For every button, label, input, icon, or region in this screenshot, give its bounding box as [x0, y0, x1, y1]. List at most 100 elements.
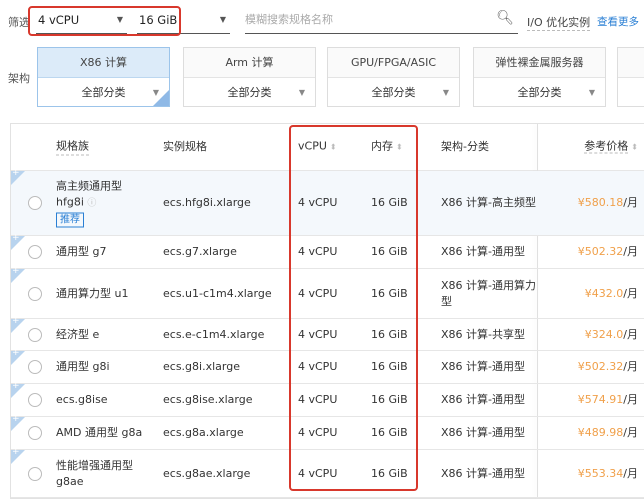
- sort-icon[interactable]: ⬍: [631, 142, 638, 152]
- family-cell: AMD 通用型 g8a: [56, 425, 142, 441]
- arch-card-baremetal[interactable]: 弹性裸金属服务器 全部分类 ▼: [473, 47, 606, 107]
- table-row[interactable]: + ecs.g8ise ecs.g8ise.xlarge 4 vCPU 16 GiB X8…: [11, 381, 644, 417]
- arch-category-select[interactable]: 全部分类 ▼: [38, 78, 169, 107]
- expand-corner-icon[interactable]: [11, 171, 25, 185]
- arch-text: X86 计算-通用型: [441, 466, 525, 480]
- header-memory-label: 内存: [371, 139, 393, 153]
- table-row[interactable]: + 高主频通用型 hfg8i ⓘ 推荐 ecs.hfg8i.xlarge 4 vCPU 16…: [11, 168, 644, 236]
- highlight-box: [28, 6, 181, 36]
- header-price[interactable]: 参考价格 ⬍: [584, 139, 638, 156]
- price-cell: ¥502.32/月: [578, 244, 638, 260]
- table-row[interactable]: + AMD 通用型 g8a ecs.g8a.xlarge 4 vCPU 16 GiB X8…: [11, 414, 644, 450]
- arch-card-arm[interactable]: Arm 计算 全部分类 ▼: [183, 47, 316, 107]
- price-cell: ¥489.98/月: [578, 425, 638, 441]
- price-unit: /月: [623, 360, 638, 373]
- memory-cell: 16 GiB: [371, 286, 408, 300]
- vcpu-cell: 4 vCPU: [298, 286, 338, 300]
- expand-corner-icon[interactable]: [11, 236, 25, 250]
- vcpu-select[interactable]: 4 vCPU ▼: [36, 10, 127, 34]
- row-radio[interactable]: [28, 426, 42, 440]
- plus-icon: +: [12, 348, 20, 358]
- header-vcpu[interactable]: vCPU ⬍: [298, 139, 337, 156]
- table-row[interactable]: + 性能增强通用型 g8ae ecs.g8ae.xlarge 4 vCPU 16 GiB X…: [11, 447, 644, 498]
- arch-card-gpu[interactable]: GPU/FPGA/ASIC 全部分类 ▼: [327, 47, 460, 107]
- price-unit: /月: [623, 327, 638, 341]
- row-radio[interactable]: [28, 245, 42, 259]
- arch-cell: X86 计算-通用算力型: [441, 278, 536, 310]
- arch-text: X86 计算-通用型: [441, 426, 525, 439]
- arch-card-x86[interactable]: X86 计算 全部分类 ▼: [37, 47, 170, 107]
- family-name: 通用算力型 u1: [56, 286, 129, 300]
- sort-icon[interactable]: ⬍: [396, 142, 403, 152]
- plus-icon: +: [12, 316, 20, 326]
- expand-corner-icon[interactable]: [11, 417, 25, 431]
- family-name: 性能增强通用型: [56, 458, 133, 472]
- plus-icon: +: [12, 233, 20, 243]
- help-icon[interactable]: ⓘ: [87, 198, 97, 209]
- family-name: 经济型 e: [56, 327, 100, 341]
- expand-corner-icon[interactable]: [11, 450, 25, 464]
- price-value: ¥502.32: [577, 245, 624, 258]
- family-cell: 通用型 g8i: [56, 359, 110, 375]
- family-name: 通用型 g7: [56, 245, 107, 258]
- search-input[interactable]: 模糊搜索规格名称 🔍︎: [245, 10, 518, 34]
- family-name: 高主频通用型: [56, 179, 122, 193]
- caret-down-icon: ▼: [442, 88, 449, 97]
- arch-category-select[interactable]: 全部分类 ▼: [474, 78, 605, 107]
- memory-cell: 16 GiB: [371, 360, 408, 373]
- price-unit: /月: [623, 426, 638, 439]
- io-optimized-label[interactable]: I/O 优化实例: [527, 16, 591, 31]
- table-row[interactable]: + 通用算力型 u1 ecs.u1-c1m4.xlarge 4 vCPU 16 GiB X…: [11, 266, 644, 319]
- table-row[interactable]: + 经济型 e ecs.e-c1m4.xlarge 4 vCPU 16 GiB X86 计…: [11, 316, 644, 351]
- memory-cell: 16 GiB: [371, 327, 408, 341]
- sort-icon[interactable]: ⬍: [329, 142, 337, 152]
- family-code: hfg8i: [56, 195, 84, 209]
- table-row[interactable]: + 通用型 g7 ecs.g7.xlarge 4 vCPU 16 GiB X86 计算-通…: [11, 233, 644, 269]
- row-radio[interactable]: [28, 327, 42, 342]
- row-radio[interactable]: [28, 286, 42, 301]
- price-unit: /月: [623, 466, 638, 480]
- expand-corner-icon[interactable]: [11, 319, 25, 333]
- price-unit: /月: [623, 393, 638, 406]
- row-radio[interactable]: [28, 393, 42, 407]
- row-radio[interactable]: [28, 360, 42, 374]
- table-row[interactable]: + 通用型 g8i ecs.g8i.xlarge 4 vCPU 16 GiB X86 计算…: [11, 348, 644, 384]
- spec-cell: ecs.g8ise.xlarge: [163, 393, 253, 406]
- arch-category-select[interactable]: 全部分类 ▼: [328, 78, 459, 107]
- row-radio[interactable]: [28, 196, 42, 210]
- vcpu-cell: 4 vCPU: [298, 393, 338, 406]
- plus-icon: +: [12, 414, 20, 424]
- vcpu-cell: 4 vCPU: [298, 196, 338, 209]
- header-memory[interactable]: 内存 ⬍: [371, 139, 403, 156]
- plus-icon: +: [12, 381, 20, 391]
- recommended-badge: 推荐: [56, 212, 84, 228]
- arch-text-cont: 型: [441, 294, 452, 308]
- arch-cell: X86 计算-通用型: [441, 244, 525, 260]
- arch-text: X86 计算-通用型: [441, 360, 525, 373]
- table-header: 规格族 实例规格 vCPU ⬍ 内存 ⬍ 架构-分类 参考价格 ⬍: [11, 124, 644, 171]
- row-radio[interactable]: [28, 466, 42, 481]
- family-cell: 通用型 g7: [56, 244, 106, 260]
- header-price-label: 参考价格: [584, 139, 629, 154]
- expand-corner-icon[interactable]: [11, 351, 25, 365]
- expand-corner-icon[interactable]: [11, 384, 25, 398]
- arch-category-value: 全部分类: [517, 86, 562, 99]
- arch-category-select[interactable]: 全部分类 ▼: [184, 78, 315, 107]
- spec-cell: ecs.g8i.xlarge: [163, 360, 240, 373]
- header-arch: 架构-分类: [441, 140, 489, 153]
- family-cell: 性能增强通用型 g8ae: [56, 458, 133, 490]
- expand-corner-icon[interactable]: [11, 269, 25, 283]
- price-value: ¥580.18: [577, 196, 624, 209]
- arch-cell: X86 计算-高主频型: [441, 195, 536, 211]
- plus-icon: +: [12, 266, 20, 276]
- price-value: ¥553.34: [577, 466, 624, 480]
- view-more-link[interactable]: 查看更多: [597, 16, 639, 28]
- arch-card-more[interactable]: [617, 47, 644, 107]
- memory-cell: 16 GiB: [371, 393, 408, 406]
- family-name: 通用型 g8i: [56, 360, 110, 373]
- arch-category-value: 全部分类: [227, 86, 272, 99]
- search-icon[interactable]: 🔍︎: [496, 10, 514, 26]
- memory-select[interactable]: 16 GiB ▼: [137, 10, 230, 34]
- caret-down-icon: ▼: [298, 88, 305, 97]
- arch-cell: X86 计算-通用型: [441, 425, 525, 441]
